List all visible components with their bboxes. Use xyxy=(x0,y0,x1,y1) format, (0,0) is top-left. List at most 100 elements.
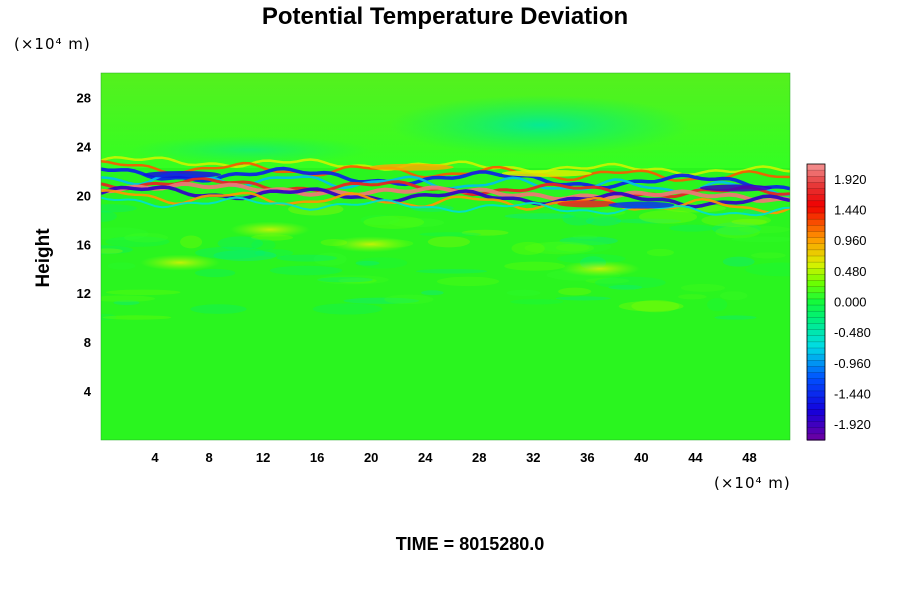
band-contour xyxy=(101,156,790,177)
colorbar-tick-label: -0.480 xyxy=(834,325,871,340)
time-footer: TIME = 8015280.0 xyxy=(396,534,545,554)
upper-cyan-region-2 xyxy=(130,136,370,164)
wave-packet xyxy=(143,171,222,179)
x-tick-label: 12 xyxy=(256,450,270,465)
turbulence-blob xyxy=(105,236,170,247)
turbulence-blob xyxy=(461,229,509,236)
turbulence-blob xyxy=(680,283,726,292)
turbulence-blob xyxy=(668,224,715,232)
colorbar-segment xyxy=(807,243,825,251)
turbulence-blob xyxy=(213,250,277,262)
colorbar-segment xyxy=(807,206,825,214)
turbulence-blob xyxy=(101,248,123,254)
plot-frame xyxy=(100,72,791,441)
turbulence-blob xyxy=(738,225,790,234)
turbulence-blob xyxy=(715,225,760,239)
colorbar-tick-label: 0.480 xyxy=(834,264,867,279)
turbulence-blob xyxy=(102,315,172,320)
x-tick-label: 24 xyxy=(418,450,433,465)
turbulence-blob xyxy=(355,260,380,266)
colorbar-segment xyxy=(807,433,825,441)
y-unit-label: (×10⁴ m) xyxy=(14,35,91,53)
turbulence-blob xyxy=(510,299,564,305)
turbulence-blob xyxy=(638,210,698,224)
colorbar-tick-label: 1.920 xyxy=(834,172,867,187)
colorbar-segment xyxy=(807,292,825,300)
x-tick-label: 40 xyxy=(634,450,648,465)
colorbar-segment xyxy=(807,219,825,226)
warm-patch xyxy=(140,254,220,271)
colorbar-segment xyxy=(807,249,825,257)
turbulence-blob xyxy=(436,276,500,287)
wave-packet xyxy=(557,200,618,208)
turbulence-blob xyxy=(594,276,666,289)
turbulence-blob xyxy=(416,268,488,274)
turbulence-blob xyxy=(101,295,155,302)
turbulence-blob xyxy=(190,304,247,314)
turbulence-blob xyxy=(559,236,618,246)
colorbar-segment xyxy=(807,200,825,208)
colorbar-segment xyxy=(807,262,825,269)
turbulence-blob xyxy=(555,296,611,301)
turbulence-blob xyxy=(572,234,598,240)
turbulence-blob xyxy=(388,218,445,228)
turbulence-blob xyxy=(615,218,682,224)
warm-patch xyxy=(230,221,310,238)
turbulence-blob xyxy=(312,303,383,315)
turbulence-blob xyxy=(524,241,595,255)
colorbar-segment xyxy=(807,348,825,355)
upper-cyan-region xyxy=(390,95,690,155)
warm-patch xyxy=(330,236,410,253)
turbulence-blob xyxy=(338,277,377,284)
band-contour xyxy=(101,196,790,217)
colorbar-tick-label: 1.440 xyxy=(834,203,867,218)
colorbar-frame xyxy=(806,163,826,441)
turbulence-blob xyxy=(101,210,117,222)
turbulence-blob xyxy=(195,246,266,259)
colorbar-segment xyxy=(807,403,825,410)
turbulence-blob xyxy=(677,294,707,300)
colorbar-segment xyxy=(807,335,825,343)
y-tick-label: 28 xyxy=(77,90,91,105)
colorbar-segment xyxy=(807,256,825,263)
plot-area xyxy=(101,73,790,440)
colorbar-segment xyxy=(807,286,825,294)
wave-packet xyxy=(369,163,454,171)
turbulence-blob xyxy=(745,262,790,277)
x-unit-label: (×10⁴ m) xyxy=(714,474,791,492)
colorbar-segment xyxy=(807,354,825,361)
turbulence-blob xyxy=(360,214,400,226)
colorbar-segment xyxy=(807,311,825,318)
colorbar-segment xyxy=(807,164,825,171)
colorbar-segment xyxy=(807,298,825,306)
turbulence-blob xyxy=(355,257,408,269)
turbulence-blob xyxy=(384,294,434,305)
turbulence-blob xyxy=(269,265,343,276)
colorbar-segment xyxy=(807,366,825,374)
turbulence-blob xyxy=(427,236,471,248)
turbulence-blob xyxy=(313,252,347,266)
x-tick-label: 20 xyxy=(364,450,378,465)
turbulence-blob xyxy=(217,236,264,251)
turbulence-blob xyxy=(504,213,576,220)
colorbar-tick-label: -0.960 xyxy=(834,356,871,371)
turbulence-blob xyxy=(419,232,482,237)
colorbar-segment xyxy=(807,421,825,429)
y-tick-label: 20 xyxy=(77,188,91,203)
turbulence-blob xyxy=(714,315,757,320)
colorbar-segment xyxy=(807,280,825,288)
y-tick-label: 24 xyxy=(77,139,92,154)
colorbar-segment xyxy=(807,182,825,190)
turbulence-blob xyxy=(194,268,236,278)
turbulence-blob xyxy=(618,301,684,312)
wave-packet xyxy=(608,201,675,209)
colorbar-segment xyxy=(807,384,825,392)
turbulence-blob xyxy=(701,213,771,227)
colorbar-tick-label: -1.440 xyxy=(834,387,871,402)
perturbed-band xyxy=(101,156,790,217)
colorbar-segment xyxy=(807,268,825,275)
x-tick-label: 32 xyxy=(526,450,540,465)
colorbar-segment xyxy=(807,427,825,435)
colorbar-segment xyxy=(807,231,825,239)
